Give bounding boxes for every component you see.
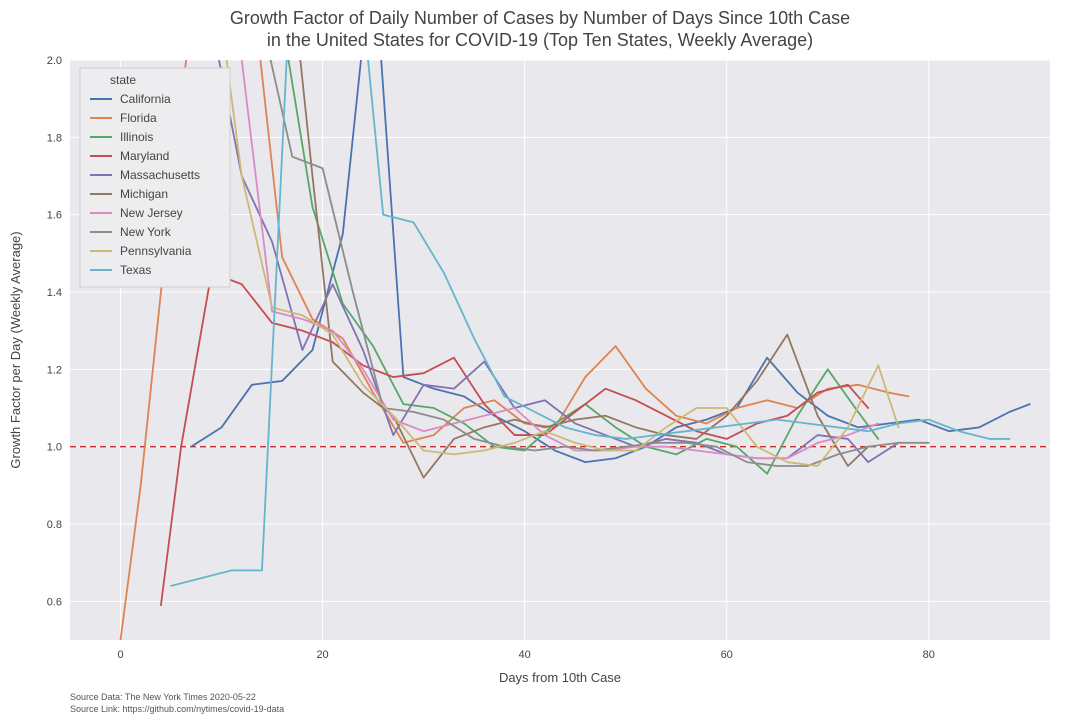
x-tick-label: 0: [117, 649, 123, 661]
legend-label: Maryland: [120, 149, 169, 163]
legend-label: Florida: [120, 111, 157, 125]
chart-container: 0 20 40 60 80 0.6 0.8 1.0 1.2 1.4 1.6 1.8 2.0 Days fr…: [0, 0, 1080, 720]
legend-label: Pennsylvania: [120, 244, 192, 258]
y-tick-label: 1.0: [47, 442, 62, 454]
x-axis-label: Days from 10th Case: [499, 670, 621, 685]
line-chart: 0 20 40 60 80 0.6 0.8 1.0 1.2 1.4 1.6 1.8 2.0 Days fr…: [0, 0, 1080, 720]
legend-label: Michigan: [120, 187, 168, 201]
y-tick-label: 1.2: [47, 364, 62, 376]
footer-source-link: Source Link: https://github.com/nytimes/…: [70, 704, 284, 714]
legend-title: state: [110, 73, 136, 87]
legend-label: California: [120, 92, 171, 106]
x-tick-label: 80: [923, 649, 935, 661]
legend-label: New York: [120, 225, 172, 239]
chart-title-1: Growth Factor of Daily Number of Cases b…: [230, 8, 850, 28]
x-tick-label: 40: [519, 649, 531, 661]
chart-title-2: in the United States for COVID-19 (Top T…: [267, 30, 813, 50]
legend-label: Massachusetts: [120, 168, 200, 182]
y-tick-label: 0.6: [47, 596, 62, 608]
x-tick-label: 20: [316, 649, 328, 661]
legend-label: New Jersey: [120, 206, 183, 220]
y-tick-label: 1.8: [47, 132, 62, 144]
y-tick-label: 2.0: [47, 55, 62, 67]
y-axis-label: Growth Factor per Day (Weekly Average): [8, 231, 23, 468]
footer-source-data: Source Data: The New York Times 2020-05-…: [70, 692, 256, 702]
legend-label: Illinois: [120, 130, 153, 144]
y-tick-label: 0.8: [47, 519, 62, 531]
legend-label: Texas: [120, 263, 151, 277]
y-tick-label: 1.4: [47, 287, 62, 299]
y-tick-label: 1.6: [47, 210, 62, 222]
x-tick-label: 60: [721, 649, 733, 661]
